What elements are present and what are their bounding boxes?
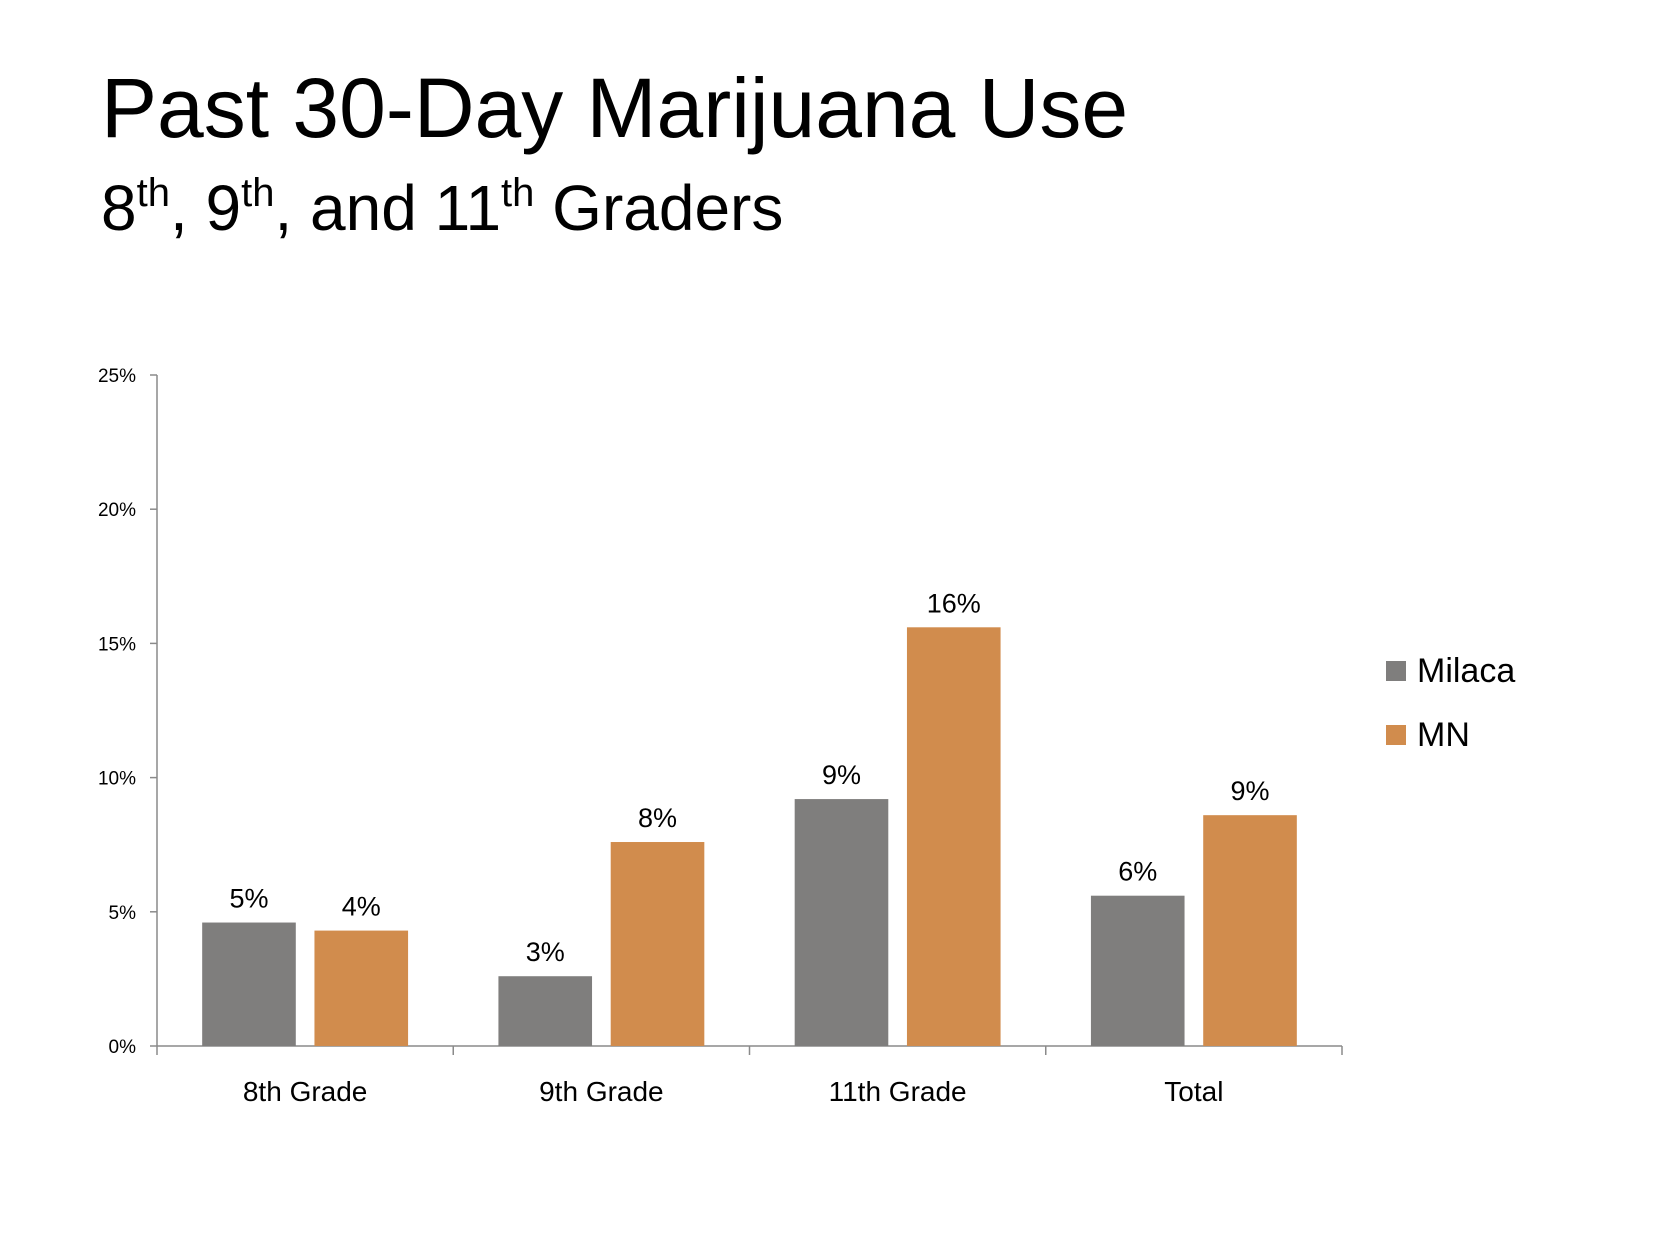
data-label: 4% [342,892,381,922]
y-tick-label: 10% [98,769,136,790]
bar-milaca [202,922,296,1046]
legend-label-mn: MN [1417,716,1470,754]
y-tick-label: 0% [109,1037,137,1058]
subtitle-part: Graders [534,172,784,244]
subtitle-part: , and 11 [274,172,502,244]
legend-item-milaca: Milaca [1386,650,1515,692]
subtitle-part: 8 [101,172,137,244]
legend-swatch-milaca [1386,661,1406,681]
data-label: 16% [927,588,981,618]
bar-mn [610,842,705,1046]
data-label: 9% [1230,776,1269,806]
y-tick-label: 20% [98,500,136,521]
data-label: 9% [822,760,861,790]
legend-swatch-mn [1386,725,1406,745]
x-tick-label: 8th Grade [243,1076,368,1107]
x-tick-label: 11th Grade [829,1076,967,1107]
subtitle-ordinal: th [241,171,275,215]
bar-mn [314,930,409,1046]
legend-label-milaca: Milaca [1417,652,1516,690]
bar-milaca [498,976,593,1046]
x-tick-label: 9th Grade [539,1076,664,1107]
data-label: 5% [229,884,268,914]
chart-legend: Milaca MN [1386,650,1515,778]
data-label: 8% [638,803,677,833]
chart-title: Past 30-Day Marijuana Use [101,61,1129,155]
y-tick-label: 25% [98,366,136,387]
subtitle-ordinal: th [136,171,170,215]
bar-mn [1203,815,1297,1046]
bar-milaca [794,799,889,1046]
data-label: 6% [1118,857,1157,887]
subtitle-ordinal: th [501,171,535,215]
subtitle-part: , 9 [169,172,242,244]
data-label: 3% [526,937,565,967]
legend-item-mn: MN [1386,714,1515,756]
bar-milaca [1090,895,1185,1046]
bar-mn [906,627,1001,1046]
y-tick-label: 5% [109,903,137,924]
x-tick-label: Total [1164,1076,1223,1107]
y-tick-label: 15% [98,634,136,655]
chart-subtitle: 8th, 9th, and 11th Graders [101,172,783,246]
